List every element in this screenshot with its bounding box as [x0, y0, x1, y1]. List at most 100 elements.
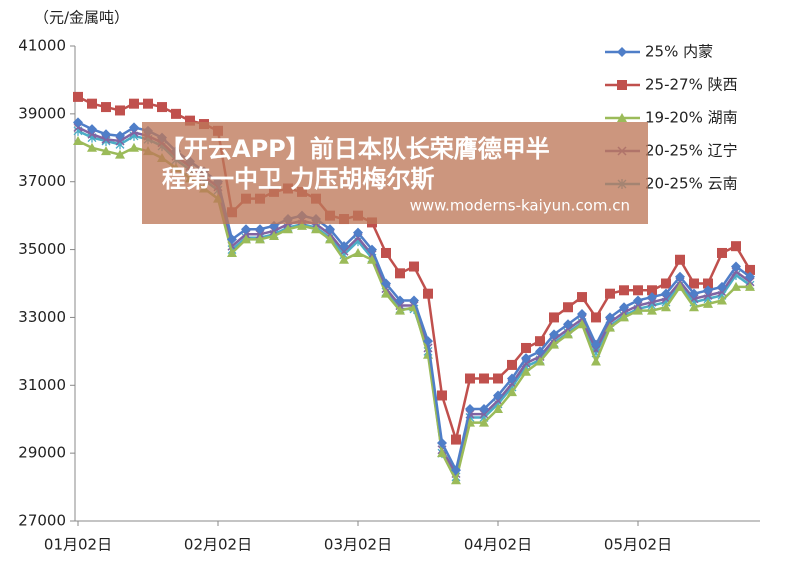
- marker: [73, 117, 83, 128]
- marker: [143, 98, 153, 109]
- marker: [717, 295, 727, 305]
- marker: [129, 142, 139, 152]
- legend-label: 25-27% 陕西: [645, 76, 738, 94]
- marker: [619, 312, 629, 322]
- marker: [129, 98, 139, 109]
- marker: [745, 264, 755, 275]
- y-tick-label: 31000: [18, 376, 66, 394]
- banner: [142, 122, 648, 224]
- marker: [591, 339, 601, 350]
- marker: [689, 278, 699, 289]
- marker: [507, 373, 517, 384]
- marker: [437, 437, 447, 448]
- marker: [311, 224, 321, 234]
- legend-label: 20-25% 云南: [645, 175, 738, 193]
- marker: [381, 247, 391, 258]
- marker: [395, 305, 405, 315]
- marker: [619, 285, 629, 296]
- marker: [633, 295, 643, 306]
- marker: [731, 241, 741, 252]
- marker: [535, 356, 545, 366]
- marker: [745, 277, 755, 287]
- marker: [381, 278, 391, 289]
- marker: [255, 229, 265, 239]
- marker: [241, 234, 251, 244]
- marker: [297, 220, 307, 230]
- marker: [339, 254, 349, 264]
- x-tick-label: 01月02日: [44, 536, 112, 554]
- legend-label: 20-25% 辽宁: [645, 142, 738, 160]
- y-tick-label: 41000: [18, 37, 66, 55]
- marker: [423, 336, 433, 347]
- legend-label: 25% 内蒙: [645, 43, 713, 61]
- marker: [437, 448, 447, 458]
- marker: [647, 297, 657, 307]
- marker: [521, 353, 531, 364]
- marker: [451, 465, 461, 476]
- marker: [87, 142, 97, 152]
- marker: [101, 134, 111, 144]
- marker: [647, 292, 657, 303]
- marker: [185, 115, 195, 126]
- marker: [577, 309, 587, 320]
- y-axis-label: （元/金属吨）: [34, 9, 129, 27]
- marker: [563, 329, 573, 339]
- marker: [227, 234, 237, 245]
- marker: [549, 312, 559, 323]
- marker: [619, 302, 629, 313]
- marker: [171, 108, 181, 119]
- marker: [87, 98, 97, 109]
- marker: [115, 149, 125, 159]
- marker: [563, 319, 573, 330]
- marker: [689, 288, 699, 299]
- y-tick-label: 37000: [18, 172, 66, 190]
- marker: [549, 329, 559, 340]
- marker: [395, 268, 405, 279]
- marker: [717, 247, 727, 258]
- marker: [731, 281, 741, 291]
- marker: [675, 271, 685, 282]
- marker: [367, 244, 377, 255]
- marker: [703, 298, 713, 308]
- marker: [325, 234, 335, 244]
- marker: [507, 387, 517, 397]
- marker: [633, 285, 643, 296]
- marker: [451, 434, 461, 445]
- marker: [507, 359, 517, 370]
- legend-label: 19-20% 湖南: [645, 109, 738, 127]
- marker: [577, 319, 587, 329]
- marker: [157, 102, 167, 113]
- marker: [591, 356, 601, 366]
- marker: [101, 102, 111, 113]
- x-tick-label: 03月02日: [324, 536, 392, 554]
- marker: [101, 129, 111, 140]
- marker: [675, 254, 685, 265]
- marker: [549, 339, 559, 349]
- marker: [577, 292, 587, 303]
- marker: [479, 409, 489, 419]
- marker: [605, 288, 615, 299]
- marker: [591, 312, 601, 323]
- marker: [465, 373, 475, 384]
- marker: [745, 281, 755, 291]
- marker: [521, 366, 531, 376]
- marker: [675, 281, 685, 291]
- marker: [227, 247, 237, 257]
- marker: [423, 288, 433, 299]
- marker: [535, 336, 545, 347]
- marker: [479, 417, 489, 427]
- marker: [717, 281, 727, 292]
- marker: [479, 404, 489, 415]
- marker: [409, 261, 419, 272]
- marker: [647, 285, 657, 296]
- marker: [479, 373, 489, 384]
- marker: [605, 312, 615, 323]
- marker: [451, 475, 461, 485]
- y-tick-label: 27000: [18, 512, 66, 530]
- marker: [493, 390, 503, 401]
- marker: [87, 129, 97, 139]
- y-tick-label: 35000: [18, 240, 66, 258]
- marker: [493, 404, 503, 414]
- x-tick-label: 04月02日: [464, 536, 532, 554]
